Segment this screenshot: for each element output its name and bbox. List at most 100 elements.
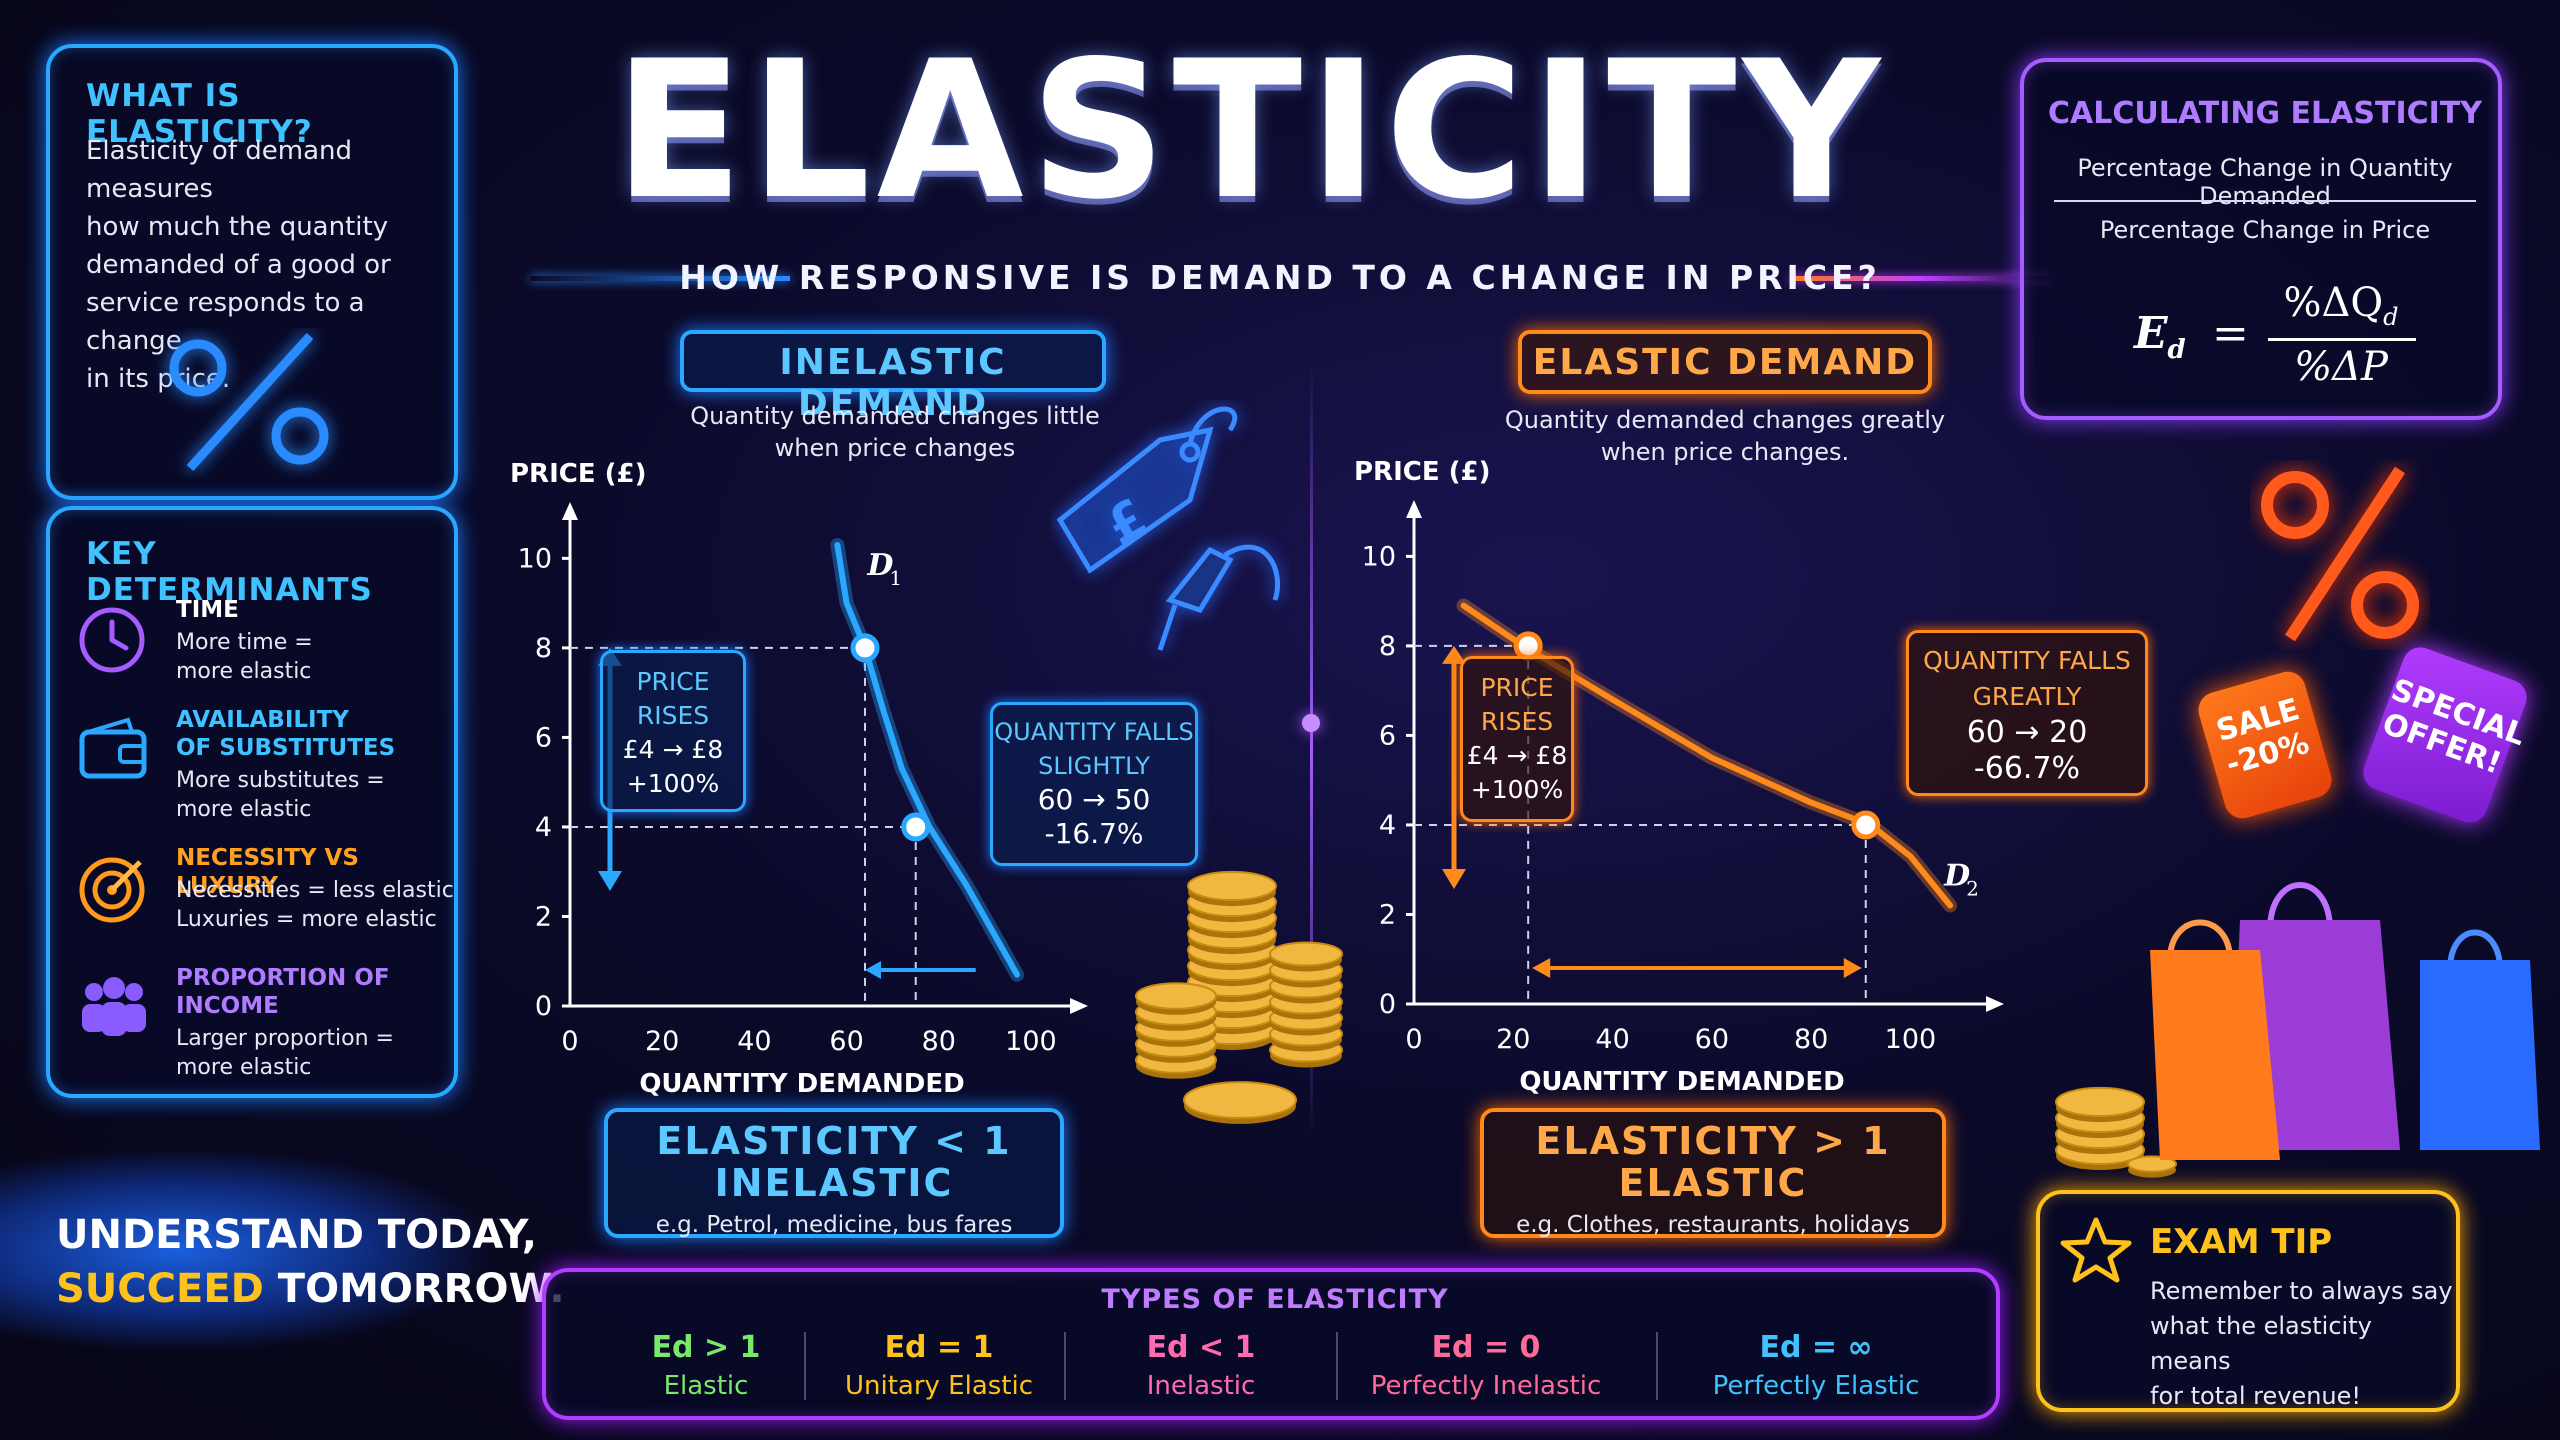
calc-fraction-bar <box>2054 200 2476 202</box>
calc-num-subscript: d <box>2383 303 2399 331</box>
price-box-line: +100% <box>626 769 720 798</box>
y-tick-label: 8 <box>535 633 552 664</box>
determinant-desc: Larger proportion = more elastic <box>176 1024 394 1082</box>
calc-numerator-words: Percentage Change in Quantity Demanded <box>2077 154 2453 210</box>
y-tick-label: 10 <box>518 543 552 574</box>
what-line: service responds to a change <box>86 288 365 356</box>
type-name: Elastic <box>663 1371 749 1401</box>
quantity-arrowhead-left <box>1532 958 1551 978</box>
type-formula: Ed = 1 <box>884 1330 994 1365</box>
type-separator <box>1656 1332 1658 1400</box>
price-box-line: PRICE <box>1480 673 1554 702</box>
y-tick-label: 2 <box>1379 899 1396 930</box>
x-tick-label: 80 <box>1794 1024 1828 1055</box>
center-divider <box>1310 360 1313 1140</box>
exam-line: for total revenue! <box>2150 1382 2362 1410</box>
type-name: Perfectly Elastic <box>1712 1371 1920 1401</box>
determinant-desc-line: More time = <box>176 630 313 655</box>
curve-point <box>1513 631 1543 661</box>
x-tick-label: 100 <box>1885 1024 1937 1055</box>
slogan-accent: SUCCEED <box>56 1266 264 1312</box>
y-tick-label: 0 <box>535 991 552 1022</box>
special-offer-tag: SPECIAL OFFER! <box>2358 642 2532 828</box>
x-axis-arrow <box>1070 998 1088 1014</box>
elastic-caption: Quantity demanded changes greatly when p… <box>1480 404 1970 468</box>
shopping-bags-icon <box>2150 882 2540 1160</box>
type-formula: Ed < 1 <box>1146 1330 1256 1365</box>
slogan-brush-background <box>0 1150 490 1350</box>
calc-formula-numerator: %ΔQd <box>2256 280 2426 331</box>
calc-denominator-words: Percentage Change in Price <box>2099 216 2431 244</box>
slogan-line2: SUCCEED TOMORROW. <box>56 1262 565 1316</box>
type-separator <box>804 1332 806 1400</box>
y-axis-arrow <box>562 502 578 520</box>
y-tick-label: 0 <box>1379 989 1396 1020</box>
divider-dot <box>1302 714 1320 732</box>
qty-box-line: -66.7% <box>1973 751 2081 786</box>
caption-line: Quantity demanded changes greatly <box>1504 406 1946 434</box>
elastic-quantity-box: QUANTITY FALLS GREATLY 60 → 20 -66.7% <box>1906 630 2148 796</box>
qty-box-line: 60 → 20 <box>1966 715 2088 750</box>
coin <box>2127 1155 2177 1173</box>
page-subtitle: HOW RESPONSIVE IS DEMAND TO A CHANGE IN … <box>679 258 1881 297</box>
inelastic-caption: Quantity demanded changes little when pr… <box>650 400 1140 464</box>
calc-lhs-subscript: d <box>2167 334 2186 365</box>
what-line: Elasticity of demand measures <box>86 136 352 204</box>
type-formula: Ed > 1 <box>651 1330 761 1365</box>
inelastic-result-box: ELASTICITY < 1 INELASTIC e.g. Petrol, me… <box>604 1108 1064 1238</box>
curve-point <box>1851 810 1881 840</box>
calc-equals: = <box>2212 308 2249 359</box>
x-tick-label: 100 <box>1005 1026 1057 1057</box>
subtitle-left-line <box>530 276 790 281</box>
determinants-heading: KEY DETERMINANTS <box>86 536 373 608</box>
determinant-desc-line: Luxuries = more elastic <box>176 907 437 932</box>
caption-line: when price changes. <box>1600 438 1850 466</box>
neon-percent-icon <box>2261 466 2419 642</box>
y-axis-label: PRICE (£) <box>510 459 647 489</box>
result-line: ELASTICITY > 1 <box>1535 1119 1891 1163</box>
price-arrowhead-down <box>1442 868 1466 889</box>
type-perfectly-elastic: Ed = ∞ Perfectly Elastic <box>1666 1330 1966 1401</box>
determinant-desc-line: More substitutes = <box>176 768 385 793</box>
result-line: ELASTICITY < 1 <box>656 1119 1012 1163</box>
type-inelastic: Ed < 1 Inelastic <box>1076 1330 1326 1401</box>
y-tick-label: 2 <box>535 901 552 932</box>
what-line: demanded of a good or <box>86 250 391 280</box>
inelastic-price-box: PRICE RISES £4 → £8 +100% <box>600 650 746 812</box>
caption-line: Quantity demanded changes little <box>690 402 1100 430</box>
calc-lhs-symbol: E <box>2134 308 2168 359</box>
sale-tag: SALE -20% <box>2194 667 2336 823</box>
determinant-desc-line: more elastic <box>176 659 312 684</box>
price-tag-icon: £ <box>1056 406 1281 651</box>
exam-body: Remember to always say what the elastici… <box>2150 1274 2456 1414</box>
key-determinants-panel: KEY DETERMINANTS TIME More time = more e… <box>46 506 458 1098</box>
determinant-title: AVAILABILITY OF SUBSTITUTES <box>176 706 395 762</box>
target-icon <box>79 857 145 923</box>
curve-point <box>850 633 880 663</box>
coins-stack-icon <box>1135 870 1343 1124</box>
type-formula: Ed = 0 <box>1431 1330 1541 1365</box>
type-name: Perfectly Inelastic <box>1370 1371 1602 1401</box>
elastic-result-box: ELASTICITY > 1 ELASTIC e.g. Clothes, res… <box>1480 1108 1946 1238</box>
elastic-examples: e.g. Clothes, restaurants, holidays <box>1516 1212 1910 1238</box>
curve-label: D <box>1943 859 1970 894</box>
determinant-title-line: OF SUBSTITUTES <box>176 735 396 761</box>
qty-box-line: GREATLY <box>1972 682 2082 711</box>
result-line: INELASTIC <box>714 1161 954 1205</box>
curve-label-subscript: 2 <box>1966 877 1979 901</box>
price-box-line: £4 → £8 <box>1466 741 1568 770</box>
qty-box-line: 60 → 50 <box>1037 783 1151 816</box>
elastic-price-box: PRICE RISES £4 → £8 +100% <box>1460 656 1574 822</box>
what-heading: WHAT IS ELASTICITY? <box>86 78 313 150</box>
calc-formula-bar <box>2268 338 2416 341</box>
coin <box>1135 982 1217 1010</box>
determinant-title: PROPORTION OF INCOME <box>176 964 390 1020</box>
curve-point <box>901 812 931 842</box>
y-axis-arrow <box>1406 500 1422 518</box>
price-arrowhead-down <box>598 870 622 891</box>
determinant-desc-line: Larger proportion = <box>176 1026 394 1051</box>
determinant-desc-line: more elastic <box>176 797 312 822</box>
inelastic-examples: e.g. Petrol, medicine, bus fares <box>655 1212 1013 1238</box>
determinant-desc-line: Necessities = less elastic <box>176 878 454 903</box>
